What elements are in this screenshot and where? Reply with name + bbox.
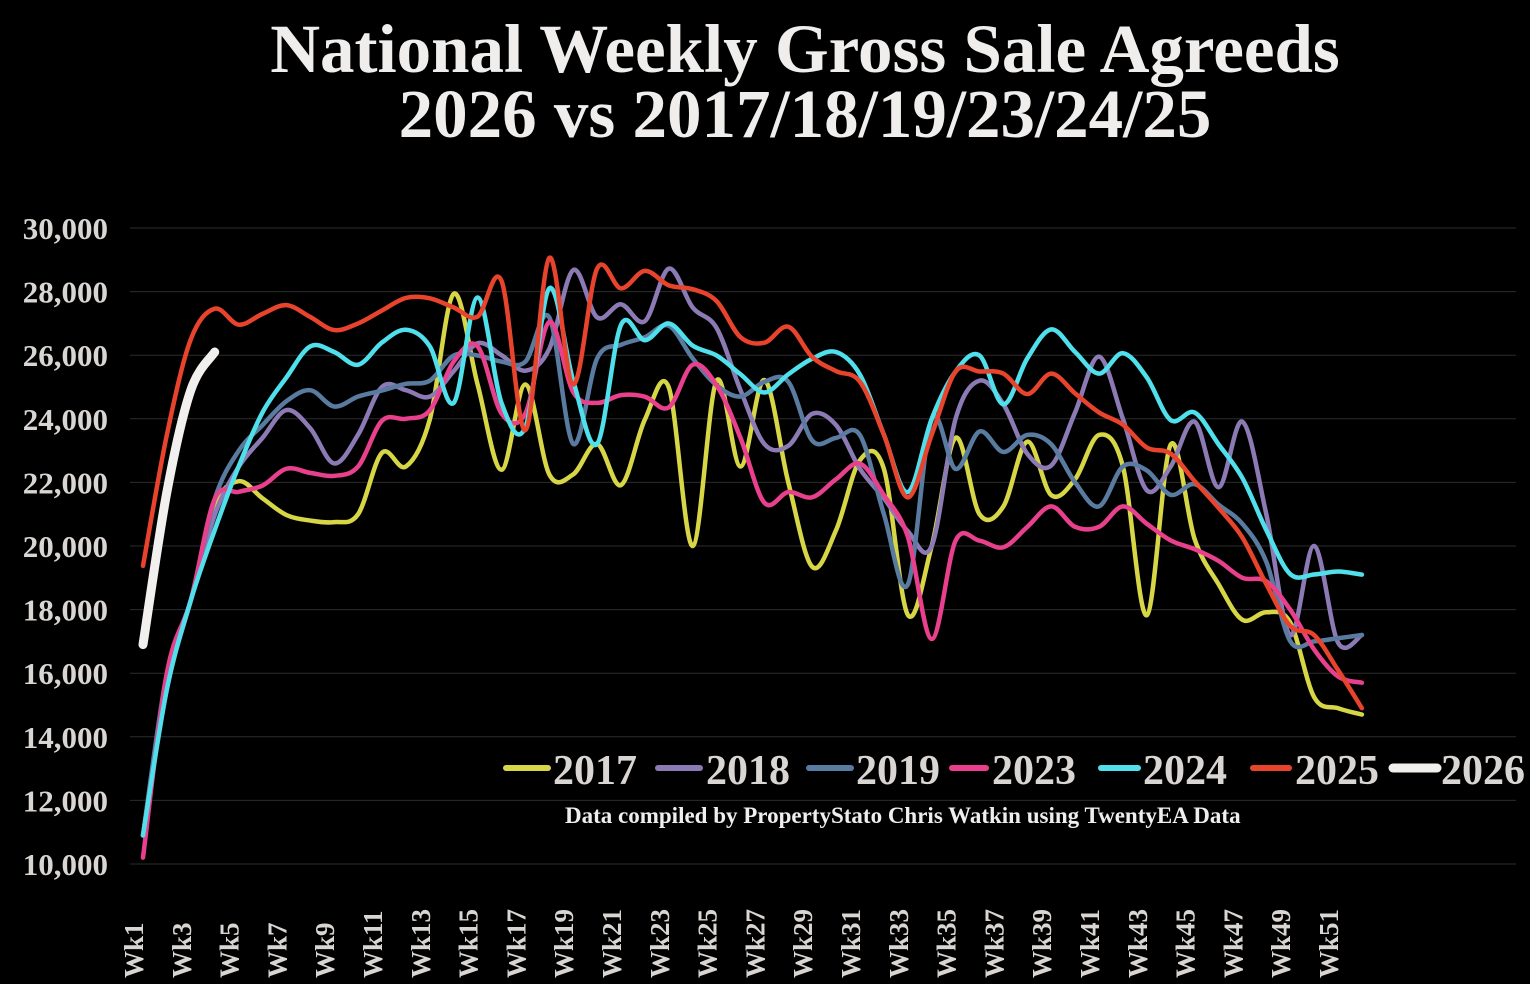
svg-text:Wk9: Wk9 [310, 922, 340, 978]
svg-text:18,000: 18,000 [23, 593, 108, 628]
svg-text:28,000: 28,000 [23, 275, 108, 310]
svg-text:Wk25: Wk25 [693, 909, 723, 978]
svg-text:24,000: 24,000 [23, 402, 108, 437]
svg-text:Wk21: Wk21 [597, 909, 627, 978]
svg-text:Wk37: Wk37 [979, 909, 1009, 978]
svg-text:Wk39: Wk39 [1027, 909, 1057, 978]
svg-text:Wk1: Wk1 [119, 922, 149, 978]
svg-text:Wk51: Wk51 [1314, 909, 1344, 978]
svg-text:Wk15: Wk15 [454, 909, 484, 978]
svg-text:Wk29: Wk29 [788, 909, 818, 978]
svg-text:Wk23: Wk23 [645, 909, 675, 978]
svg-text:Wk47: Wk47 [1218, 909, 1248, 978]
svg-text:Wk35: Wk35 [932, 909, 962, 978]
svg-text:Wk33: Wk33 [884, 909, 914, 978]
svg-text:2026: 2026 [1441, 748, 1525, 794]
svg-text:Wk17: Wk17 [501, 909, 531, 978]
svg-text:Wk45: Wk45 [1171, 909, 1201, 978]
svg-text:16,000: 16,000 [23, 656, 108, 691]
svg-text:Wk27: Wk27 [740, 909, 770, 978]
svg-text:Wk31: Wk31 [836, 909, 866, 978]
svg-text:Wk43: Wk43 [1123, 909, 1153, 978]
svg-text:10,000: 10,000 [23, 847, 108, 882]
svg-text:30,000: 30,000 [23, 211, 108, 246]
svg-text:22,000: 22,000 [23, 465, 108, 500]
svg-text:2023: 2023 [992, 748, 1076, 794]
svg-text:2017: 2017 [553, 748, 637, 794]
svg-text:2018: 2018 [706, 748, 790, 794]
svg-text:2019: 2019 [856, 748, 940, 794]
svg-text:Wk11: Wk11 [358, 910, 388, 978]
svg-text:Data compiled by PropertyStato: Data compiled by PropertyStato Chris Wat… [565, 803, 1241, 828]
svg-text:26,000: 26,000 [23, 338, 108, 373]
svg-text:20,000: 20,000 [23, 529, 108, 564]
svg-text:12,000: 12,000 [23, 783, 108, 818]
svg-text:2025: 2025 [1295, 748, 1379, 794]
svg-text:Wk19: Wk19 [549, 909, 579, 978]
svg-text:Wk3: Wk3 [167, 922, 197, 978]
svg-text:14,000: 14,000 [23, 720, 108, 755]
svg-text:Wk41: Wk41 [1075, 909, 1105, 978]
svg-text:Wk5: Wk5 [215, 922, 245, 978]
svg-text:2024: 2024 [1143, 748, 1227, 794]
svg-text:Wk7: Wk7 [262, 922, 292, 978]
svg-text:Wk13: Wk13 [406, 909, 436, 978]
svg-text:Wk49: Wk49 [1266, 909, 1296, 978]
